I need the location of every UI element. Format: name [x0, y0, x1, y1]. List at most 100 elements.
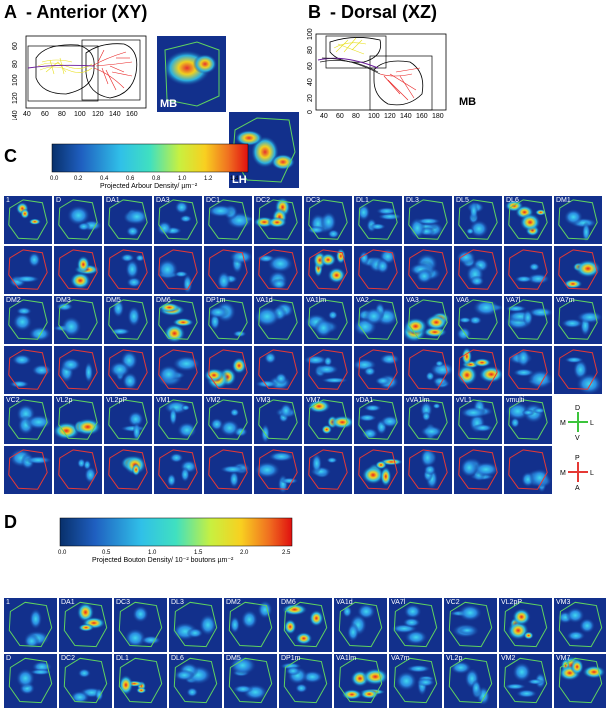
a-xtick-6: 160: [126, 111, 138, 118]
density-tile-lh: [254, 346, 302, 394]
density-tile: DM6: [279, 598, 332, 652]
density-tile: VM2: [499, 654, 552, 708]
density-tile-lh: [404, 346, 452, 394]
panel-d-colorbar: 0.0 0.5 1.0 1.5 2.0 2.5: [58, 517, 293, 556]
tile-label: DL3: [171, 599, 184, 606]
tile-label: DP1m: [281, 655, 301, 662]
b-xtick-2: 80: [352, 113, 360, 120]
density-tile: DL1: [114, 654, 167, 708]
density-tile: VA1d: [334, 598, 387, 652]
d-cb-tick-3: 1.5: [194, 550, 203, 556]
b-xtick-7: 180: [432, 113, 444, 120]
a-xtick-3: 100: [74, 111, 86, 118]
density-tile-lh: [104, 246, 152, 294]
panel-d-grid: 1 DA1 DC3 DL3 DM2 DM6 VA1d VA7l VC2 VL2pP VM3 D DC2 D…: [4, 598, 606, 710]
density-tile-lh: [254, 446, 302, 494]
a-xtick-4: 120: [92, 111, 104, 118]
panel-d-letter: D: [4, 512, 17, 532]
tile-label: DM3: [56, 297, 71, 304]
tile-label: VL2p: [56, 397, 73, 404]
density-tile: VM3: [554, 598, 606, 652]
density-tile-lh: [104, 446, 152, 494]
a-ytick-0: 60: [12, 42, 19, 50]
c-cb-tick-1: 0.2: [74, 176, 83, 182]
density-tile: DP1m: [204, 296, 252, 344]
density-tile-lh: [4, 246, 52, 294]
d-cb-tick-0: 0.0: [58, 550, 67, 556]
svg-text:D: D: [575, 405, 580, 412]
tile-label: VA2: [356, 297, 369, 304]
tile-label: VA7m: [556, 297, 575, 304]
density-tile: vDA1: [354, 396, 402, 444]
density-tile: DM5: [224, 654, 277, 708]
density-tile-lh: [54, 346, 102, 394]
tile-label: DA1: [106, 197, 120, 204]
tile-label: DL1: [116, 655, 129, 662]
density-tile: vVA1lm: [404, 396, 452, 444]
c-cb-tick-5: 1.0: [178, 176, 187, 182]
density-tile: VL2p: [444, 654, 497, 708]
density-tile: DC2: [59, 654, 112, 708]
density-tile: DA3: [154, 196, 202, 244]
density-tile: DC3: [304, 196, 352, 244]
density-tile: vmulti: [504, 396, 552, 444]
density-tile-lh: [104, 346, 152, 394]
density-tile: VA1lm: [334, 654, 387, 708]
density-tile: D: [54, 196, 102, 244]
density-tile: VA1lm: [304, 296, 352, 344]
density-tile: VM7: [554, 654, 606, 708]
tile-label: vDA1: [356, 397, 374, 404]
density-tile: VC2: [4, 396, 52, 444]
a-xtick-5: 140: [109, 111, 121, 118]
density-tile-lh: [304, 446, 352, 494]
tile-label: DC2: [61, 655, 76, 662]
tile-label: VA1lm: [336, 655, 357, 662]
density-tile-lh: [204, 246, 252, 294]
svg-text:A: A: [575, 485, 580, 492]
panel-a-projection-plot: 40 60 80 100 120 140 160 60 80 100 120 1…: [12, 35, 147, 120]
panel-b-letter: B: [308, 2, 321, 22]
density-tile-lh: [54, 246, 102, 294]
density-tile-lh: [504, 246, 552, 294]
tile-label: DM6: [281, 599, 296, 606]
tile-label: vmulti: [506, 397, 525, 404]
c-cb-tick-3: 0.6: [126, 176, 135, 182]
tile-label: vVL1: [456, 397, 472, 404]
svg-text:L: L: [590, 470, 594, 477]
tile-label: VM2: [206, 397, 221, 404]
density-tile: DM6: [154, 296, 202, 344]
panel-a-title: - Anterior (XY): [26, 2, 148, 22]
density-tile: DC1: [204, 196, 252, 244]
panel-a-lh-label: LH: [232, 174, 247, 186]
tile-label: VM7: [556, 655, 571, 662]
panel-c-grid: 1 D DA1 DA3 DC1 DC2 DC3 DL1 DL3 DL5 DL6 DM1 DM2 DM3 DM…: [4, 196, 606, 494]
density-tile-lh: [304, 246, 352, 294]
b-xtick-3: 100: [368, 113, 380, 120]
tile-label: VL2p: [446, 655, 463, 662]
density-tile: DP1m: [279, 654, 332, 708]
svg-text:M: M: [560, 420, 566, 427]
tile-label: VM3: [556, 599, 571, 606]
a-ytick-1: 80: [12, 60, 19, 68]
panel-c-colorbar-caption: Projected Arbour Density/ µm⁻²: [100, 183, 198, 190]
density-tile: VC2: [444, 598, 497, 652]
density-tile: DC3: [114, 598, 167, 652]
b-ytick-0: 0: [307, 110, 314, 114]
c-cb-tick-7: 1.4: [230, 176, 239, 182]
tile-label: DM5: [226, 655, 241, 662]
c-cb-tick-6: 1.2: [204, 176, 213, 182]
density-tile-lh: [454, 246, 502, 294]
tile-label: VA1d: [256, 297, 273, 304]
b-xtick-1: 60: [336, 113, 344, 120]
b-xtick-6: 160: [416, 113, 428, 120]
density-tile-lh: [354, 446, 402, 494]
svg-text:V: V: [575, 435, 580, 442]
tile-label: VA7l: [391, 599, 406, 606]
density-tile-lh: [404, 246, 452, 294]
tile-label: VA6: [456, 297, 469, 304]
tile-label: DM5: [106, 297, 121, 304]
density-tile: VM3: [254, 396, 302, 444]
panel-c-letter: C: [4, 146, 17, 166]
density-tile-lh: [554, 346, 602, 394]
density-tile: DC2: [254, 196, 302, 244]
